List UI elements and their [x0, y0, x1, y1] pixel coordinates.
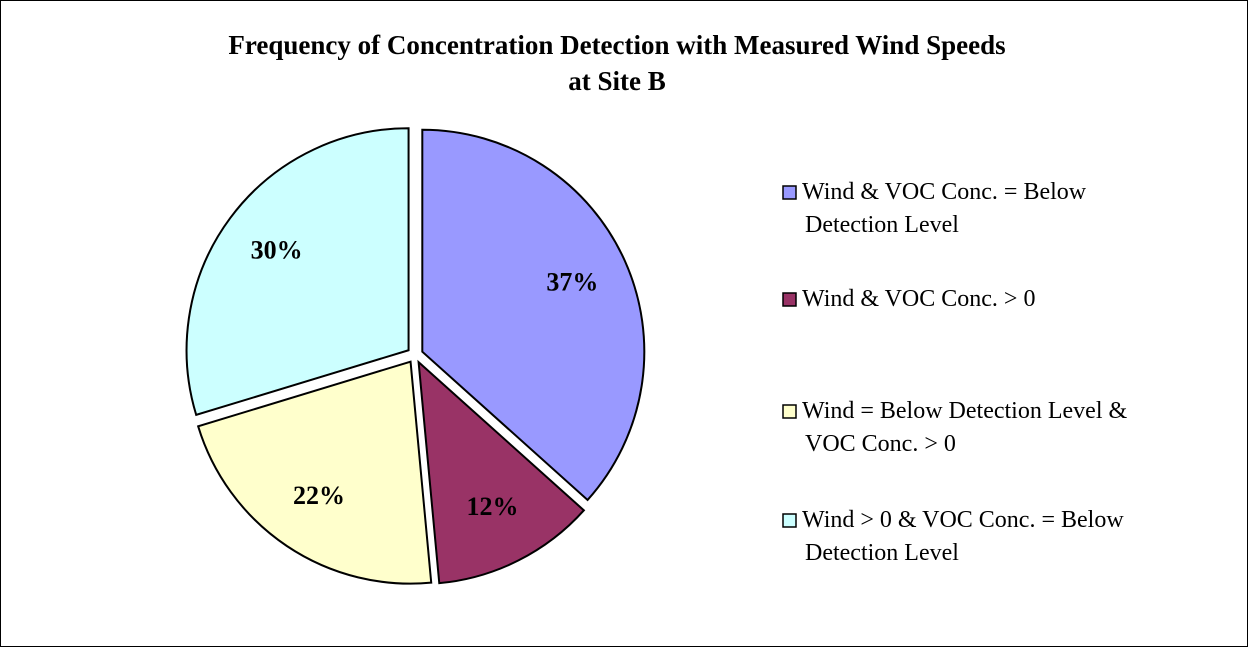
legend-label: Wind > 0 & VOC Conc. = Below Detection L… — [802, 507, 1130, 566]
legend-swatch — [782, 513, 797, 528]
pie-slice — [196, 360, 433, 585]
legend-swatch — [782, 404, 797, 419]
pie-slice — [421, 128, 646, 502]
pie-slice — [185, 127, 410, 417]
legend-swatch — [782, 185, 797, 200]
data-label: 30% — [251, 235, 303, 264]
legend-label: Wind & VOC Conc. > 0 — [802, 286, 1035, 312]
data-label: 12% — [466, 492, 518, 521]
data-label: 37% — [546, 268, 598, 297]
chart-title: Frequency of Concentration Detection wit… — [228, 30, 1005, 60]
legend-label: Wind = Below Detection Level & VOC Conc.… — [802, 398, 1133, 457]
legend-label: Wind & VOC Conc. = Below Detection Level — [802, 179, 1092, 238]
pie-slice — [417, 359, 586, 585]
legend-swatch — [782, 292, 797, 307]
chart-title: at Site B — [568, 66, 666, 96]
data-label: 22% — [293, 481, 345, 510]
